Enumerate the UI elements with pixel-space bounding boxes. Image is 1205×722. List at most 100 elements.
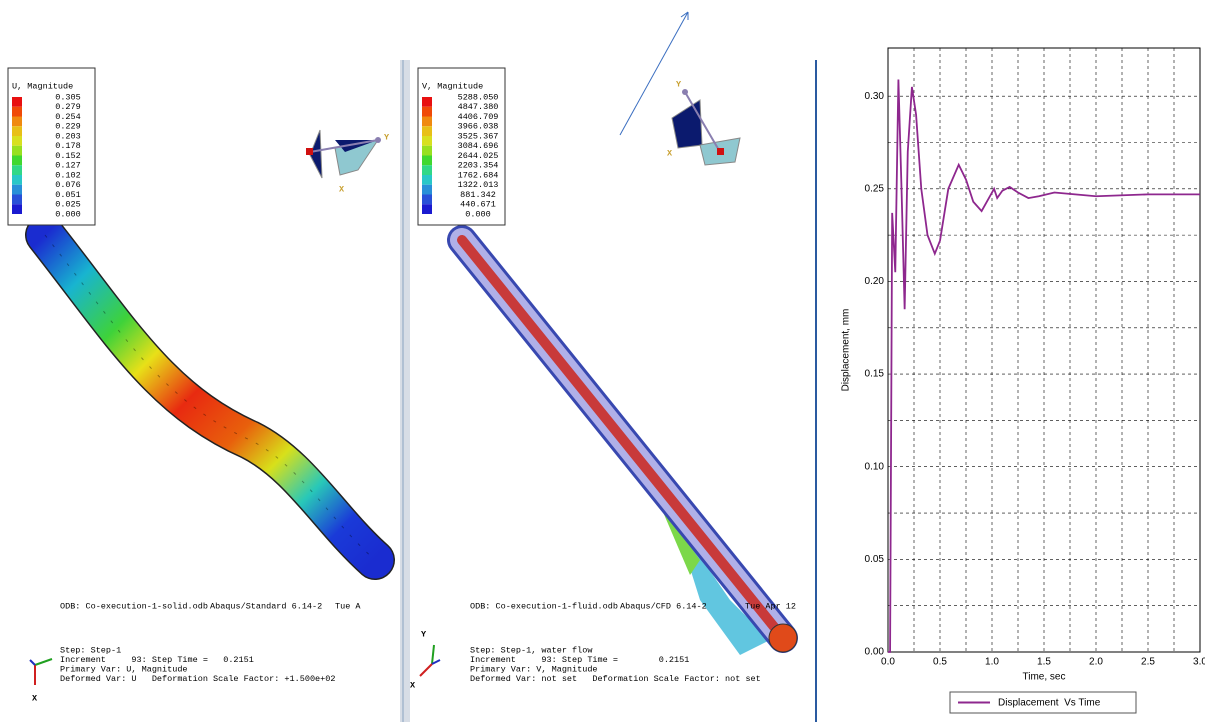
step-info: Step: Step-1, water flow	[470, 645, 593, 655]
legend-box	[7, 67, 96, 226]
legend-value: 4406.709	[458, 112, 499, 122]
legend-band	[422, 194, 432, 205]
legend-band	[422, 184, 432, 195]
x-tick-label: 1.0	[985, 657, 999, 668]
legend-value: 1322.013	[458, 180, 499, 190]
legend-value: 0.076	[55, 180, 81, 190]
legend-value: 0.178	[55, 141, 81, 151]
legend-value: 2203.354	[458, 161, 499, 171]
odb-info: Tue A	[335, 601, 361, 611]
legend-band	[422, 155, 432, 166]
legend-value: 0.000	[465, 209, 491, 219]
legend-title: V, Magnitude	[422, 81, 483, 91]
legend-band	[422, 106, 432, 117]
tube-end	[768, 623, 798, 653]
legend-value: 0.000	[55, 209, 81, 219]
legend-value: 3084.696	[458, 141, 499, 151]
legend-band	[422, 136, 432, 146]
annotation-arrow	[619, 11, 689, 136]
step-info: Primary Var: U, Magnitude	[60, 664, 188, 674]
data-line	[888, 79, 1200, 653]
legend-value: 0.305	[55, 92, 81, 102]
legend-box	[949, 691, 1137, 714]
legend-title: U, Magnitude	[12, 81, 73, 91]
solid-tube	[26, 216, 394, 579]
legend-value: 5288.050	[458, 92, 499, 102]
x-tick-label: 3.0	[1193, 657, 1205, 668]
legend-value: 1762.684	[458, 170, 499, 180]
axis-letter: X	[667, 148, 673, 158]
legend-value: 0.051	[55, 190, 81, 200]
step-info: Step: Step-1	[60, 645, 121, 655]
step-info: Deformed Var: U Deformation Scale Factor…	[60, 674, 335, 684]
y-tick-label: 0.05	[865, 554, 885, 565]
odb-info: ODB: Co-execution-1-solid.odb	[60, 601, 208, 611]
triad	[419, 644, 441, 677]
legend-band	[12, 145, 22, 156]
y-axis-label: Displacement, mm	[841, 309, 852, 392]
x-tick-label: 1.5	[1037, 657, 1051, 668]
axis-letter: Y	[421, 629, 427, 639]
axis-letter: X	[410, 680, 416, 690]
axis-letter: X	[32, 693, 38, 703]
legend-band	[12, 126, 22, 136]
y-tick-label: 0.15	[865, 369, 885, 380]
legend-box	[417, 67, 506, 226]
legend-band	[12, 204, 22, 214]
mesh-lines	[44, 234, 376, 561]
y-tick-label: 0.25	[865, 183, 885, 194]
legend-band	[422, 126, 432, 136]
axis-letter: Y	[384, 132, 390, 142]
legend-value: 3525.367	[458, 131, 499, 141]
view-cube	[671, 89, 741, 166]
legend-band	[422, 116, 432, 127]
legend-value: 0.127	[55, 161, 81, 171]
step-info: Increment 93: Step Time = 0.2151	[60, 655, 254, 665]
legend-band	[12, 184, 22, 195]
x-tick-label: 0.5	[933, 657, 947, 668]
odb-info: Abaqus/CFD 6.14-2	[620, 601, 707, 611]
fluid-spill	[660, 505, 700, 575]
legend-value: 0.152	[55, 151, 81, 161]
step-info: Increment 93: Step Time = 0.2151	[470, 655, 689, 665]
fluid-spill	[675, 520, 770, 655]
legend-band	[422, 97, 432, 107]
axis-letter: Y	[676, 79, 682, 89]
fluid-core	[457, 235, 788, 643]
legend-value: 881.342	[460, 190, 496, 200]
legend-value: 0.254	[55, 112, 81, 122]
viewport-separator	[400, 60, 410, 722]
legend-band	[12, 155, 22, 166]
legend-value: 0.229	[55, 122, 81, 132]
x-tick-label: 2.5	[1141, 657, 1155, 668]
legend-value: 2644.025	[458, 151, 499, 161]
legend-band	[422, 204, 432, 214]
legend-band	[422, 175, 432, 185]
arrow-head	[680, 11, 689, 20]
legend-band	[12, 106, 22, 117]
view-cube	[306, 129, 381, 179]
legend-value: 4847.380	[458, 102, 499, 112]
legend-band	[12, 165, 22, 175]
y-tick-label: 0.30	[865, 91, 885, 102]
axis-letter: X	[339, 184, 345, 194]
legend-band	[12, 175, 22, 185]
y-tick-label: 0.20	[865, 276, 885, 287]
triad	[29, 658, 53, 685]
legend-band	[12, 194, 22, 205]
legend-value: 0.025	[55, 200, 81, 210]
legend-band	[12, 97, 22, 107]
legend-band	[12, 116, 22, 127]
legend-value: 440.671	[460, 200, 496, 210]
odb-info: ODB: Co-execution-1-fluid.odb	[470, 601, 618, 611]
step-info: Deformed Var: not set Deformation Scale …	[470, 674, 761, 684]
odb-info: Tue Apr 12	[745, 601, 796, 611]
legend-band	[422, 165, 432, 175]
odb-info: Abaqus/Standard 6.14-2	[210, 601, 322, 611]
legend-band	[12, 136, 22, 146]
y-tick-label: 0.00	[865, 647, 885, 658]
legend-value: 0.203	[55, 131, 81, 141]
legend-band	[422, 145, 432, 156]
